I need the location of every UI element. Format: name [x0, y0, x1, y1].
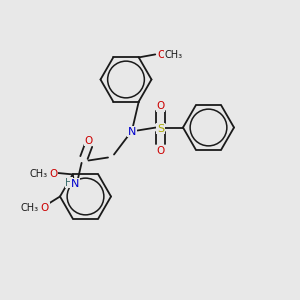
- Text: CH₃: CH₃: [21, 203, 39, 213]
- Text: O: O: [156, 101, 165, 111]
- Text: O: O: [156, 146, 165, 156]
- Text: O: O: [49, 169, 57, 179]
- Text: H: H: [65, 178, 73, 188]
- Text: S: S: [157, 124, 164, 134]
- Text: O: O: [84, 136, 93, 146]
- Text: O: O: [41, 203, 49, 213]
- Text: CH₃: CH₃: [29, 169, 47, 179]
- Text: CH₃: CH₃: [165, 50, 183, 60]
- Text: N: N: [71, 179, 79, 189]
- Text: O: O: [157, 50, 165, 60]
- Text: N: N: [128, 127, 136, 136]
